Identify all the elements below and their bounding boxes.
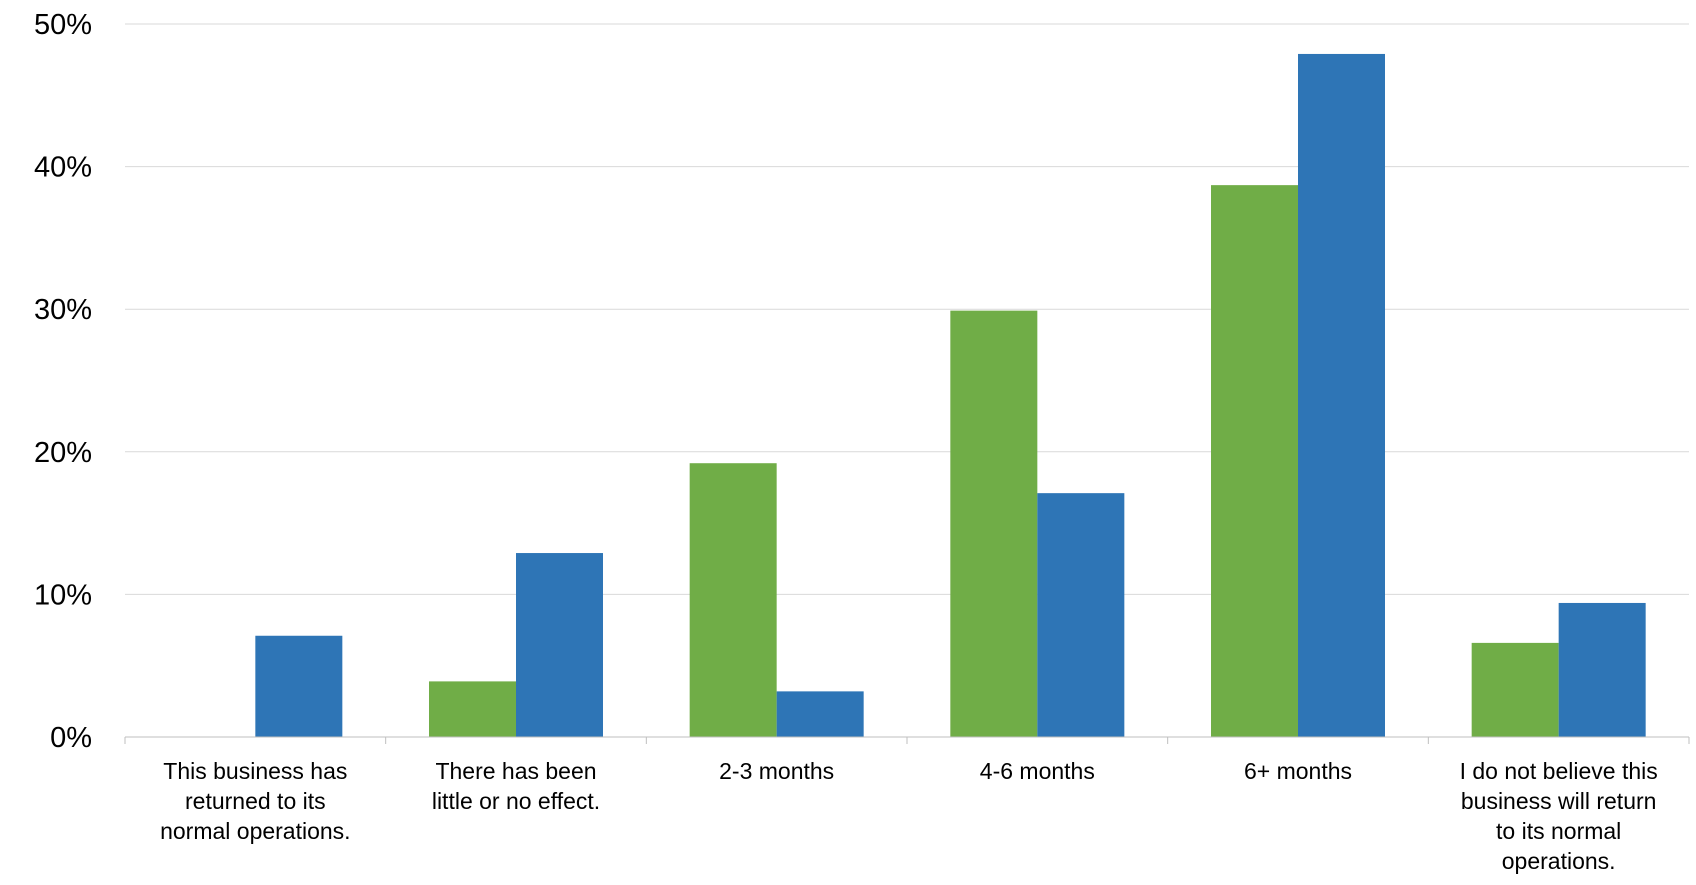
bar <box>1471 642 1559 737</box>
x-tick-label-line: I do not believe this <box>1460 758 1658 784</box>
x-axis <box>124 736 1690 744</box>
x-tick-label-line: returned to its <box>185 788 326 814</box>
x-tick-label-line: 2-3 months <box>719 758 834 784</box>
bars <box>255 53 1646 738</box>
bar <box>1298 53 1385 738</box>
x-tick-label-line: 4-6 months <box>980 758 1095 784</box>
bar <box>516 553 603 737</box>
y-tick-label: 0% <box>50 722 92 754</box>
x-tick-label: 4-6 months <box>980 758 1095 784</box>
x-tick-label-line: This business has <box>163 758 347 784</box>
x-tick-label-line: business will return <box>1461 788 1657 814</box>
bar <box>776 691 864 737</box>
x-axis-tick-labels: This business has returned to its normal o… <box>160 758 1658 874</box>
x-tick-label-line: 6+ months <box>1244 758 1352 784</box>
bar <box>255 635 343 737</box>
bar <box>689 463 777 737</box>
x-tick-label: 6+ months <box>1244 758 1352 784</box>
x-tick-label: This business has returned to its normal o… <box>160 758 351 844</box>
x-tick-label-line: There has been <box>435 758 596 784</box>
y-tick-label: 50% <box>34 9 92 41</box>
gridlines <box>125 23 1689 595</box>
bar <box>950 310 1038 737</box>
bar <box>1211 185 1298 737</box>
x-tick-label-line: operations. <box>1502 848 1616 874</box>
bar <box>429 681 516 737</box>
y-tick-label: 30% <box>34 294 92 326</box>
x-tick-label: 2-3 months <box>719 758 834 784</box>
y-axis-tick-labels: 0% 10% 20% 30% 40% 50% <box>34 9 92 754</box>
x-tick-label-line: normal operations. <box>160 818 351 844</box>
x-tick-label: I do not believe this business will retur… <box>1460 758 1658 874</box>
y-tick-label: 20% <box>34 437 92 469</box>
y-tick-label: 40% <box>34 152 92 184</box>
x-tick-label-line: to its normal <box>1496 818 1621 844</box>
x-tick-label-line: little or no effect. <box>432 788 600 814</box>
bar <box>1558 602 1646 737</box>
x-tick-label: There has been little or no effect. <box>432 758 600 814</box>
y-tick-label: 10% <box>34 579 92 611</box>
bar <box>1037 493 1125 737</box>
